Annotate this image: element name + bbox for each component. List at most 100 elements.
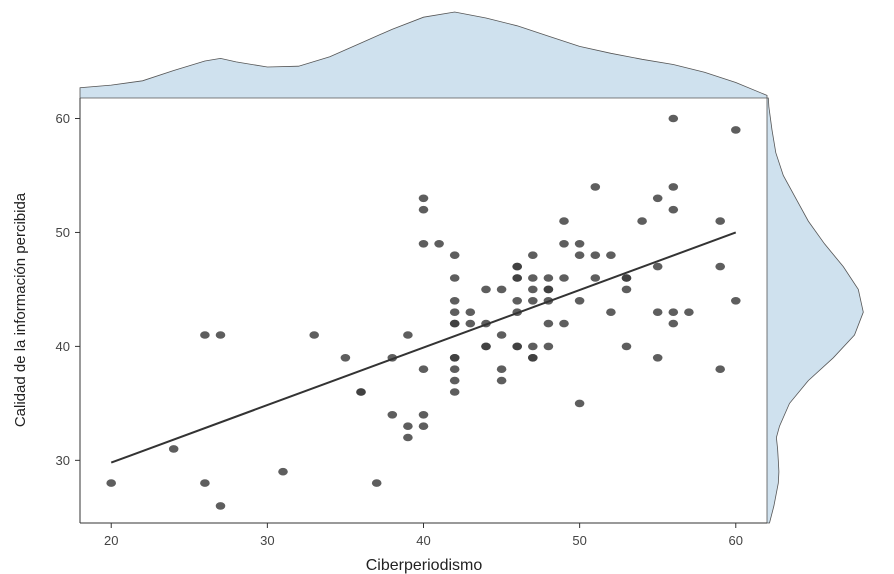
data-point [528, 285, 538, 294]
data-point [621, 285, 632, 294]
data-points [106, 114, 741, 510]
data-point [309, 331, 320, 339]
data-point [637, 217, 647, 225]
data-point [418, 422, 429, 431]
data-point [731, 297, 741, 305]
data-point [715, 217, 725, 225]
regression-line [110, 231, 737, 464]
data-point [652, 354, 663, 362]
data-point [574, 240, 585, 248]
x-axis-ticks: 20 30 40 50 60 [104, 523, 743, 548]
data-point [449, 388, 460, 396]
y-tick-label: 30 [56, 453, 70, 468]
data-point [528, 297, 538, 305]
data-point [590, 183, 601, 191]
y-tick-label: 60 [56, 111, 70, 126]
x-tick-label: 20 [104, 533, 118, 548]
data-point [543, 285, 554, 294]
data-point [684, 308, 694, 317]
data-point [449, 297, 460, 305]
marginal-densities [79, 11, 864, 524]
data-point [340, 354, 351, 362]
y-axis-label: Calidad de la información percibida [12, 192, 29, 427]
x-tick-label: 30 [260, 533, 274, 548]
x-axis-label: Ciberperiodismo [366, 557, 483, 574]
data-point [668, 319, 679, 328]
data-point [512, 274, 522, 282]
data-point [512, 297, 522, 305]
data-point [215, 502, 226, 510]
data-point [528, 251, 538, 259]
data-point [731, 126, 741, 134]
data-point [715, 365, 725, 374]
x-tick-label: 60 [729, 533, 743, 548]
data-point [652, 262, 663, 271]
data-point [418, 194, 429, 203]
data-point [574, 251, 585, 259]
data-point [403, 433, 413, 442]
data-point [356, 388, 366, 396]
data-point [668, 183, 679, 191]
data-point [559, 240, 569, 248]
data-point [715, 262, 725, 271]
data-point [449, 251, 460, 259]
data-point [449, 274, 460, 282]
data-point [387, 411, 398, 419]
data-point [652, 194, 663, 203]
data-point [621, 274, 632, 282]
data-point [465, 308, 476, 317]
data-point [449, 354, 460, 362]
data-point [590, 274, 601, 282]
data-point [668, 114, 679, 123]
data-point [590, 251, 601, 259]
data-point [543, 274, 554, 282]
data-point [106, 479, 116, 487]
data-point [403, 331, 413, 339]
data-point [418, 411, 429, 419]
x-tick-label: 40 [416, 533, 430, 548]
data-point [496, 365, 507, 374]
data-point [418, 240, 429, 248]
data-point [621, 342, 632, 351]
data-point [606, 308, 616, 317]
data-point [496, 376, 507, 385]
data-point [528, 354, 538, 362]
data-point [449, 308, 460, 317]
data-point [215, 331, 226, 339]
data-point [668, 205, 679, 214]
data-point [528, 342, 538, 351]
data-point [403, 422, 413, 431]
data-point [652, 308, 663, 317]
data-point [481, 342, 491, 351]
y-tick-label: 50 [56, 225, 70, 240]
x-marginal-density [79, 11, 768, 99]
data-point [449, 319, 460, 328]
data-point [512, 262, 522, 271]
data-point [668, 308, 679, 317]
data-point [371, 479, 382, 487]
y-axis-ticks: 30 40 50 60 [56, 111, 80, 468]
data-point [418, 205, 429, 214]
data-point [559, 217, 569, 225]
x-tick-label: 50 [572, 533, 586, 548]
data-point [481, 285, 491, 294]
data-point [168, 445, 179, 453]
data-point [574, 399, 585, 408]
data-point [543, 319, 554, 328]
data-point [512, 342, 522, 351]
data-point [465, 319, 476, 328]
data-point [606, 251, 616, 259]
data-point [543, 342, 554, 351]
data-point [559, 319, 569, 328]
data-point [278, 467, 288, 476]
data-point [496, 331, 507, 339]
data-point [574, 297, 585, 305]
data-point [200, 479, 210, 487]
y-marginal-density [766, 97, 864, 524]
data-point [434, 240, 444, 248]
data-point [449, 365, 460, 374]
data-point [496, 285, 507, 294]
data-point [528, 274, 538, 282]
y-tick-label: 40 [56, 339, 70, 354]
data-point [449, 376, 460, 385]
